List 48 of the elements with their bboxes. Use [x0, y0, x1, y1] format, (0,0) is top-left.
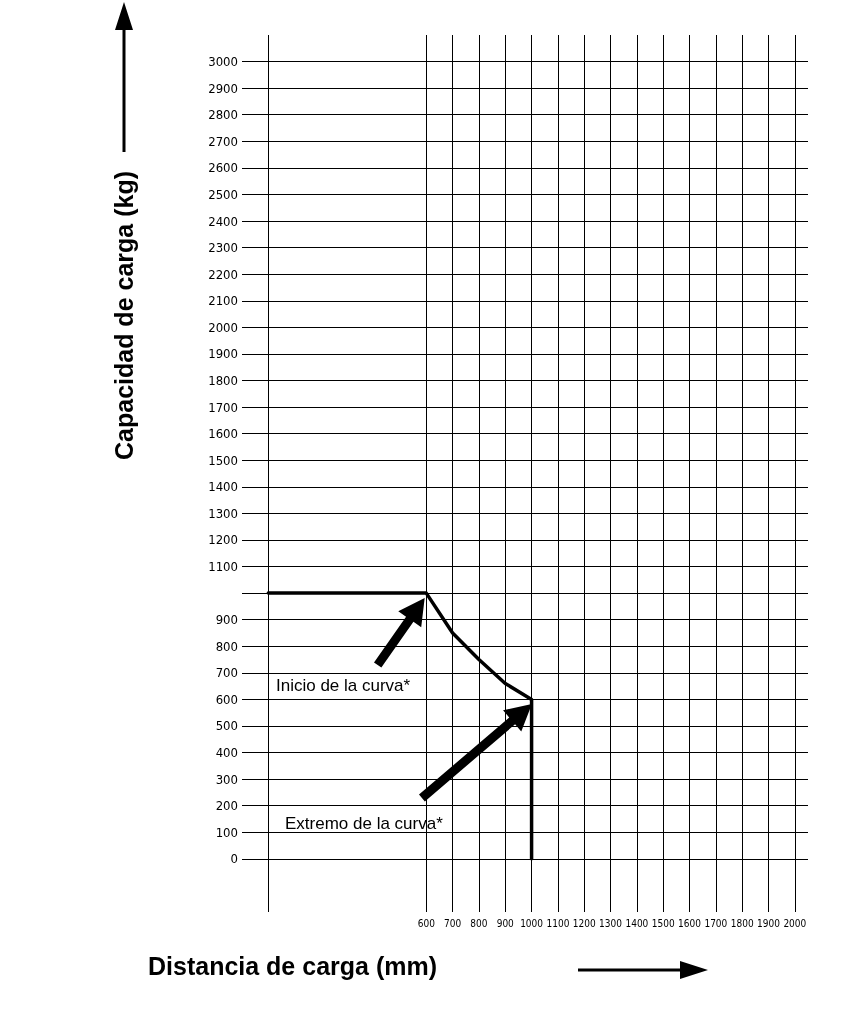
x-tick-label: 700 — [444, 917, 462, 929]
y-tick-label: 1800 — [208, 372, 238, 388]
y-tick-label: 600 — [215, 691, 238, 707]
y-tick-label: 1600 — [208, 426, 238, 442]
y-tick-label: 1500 — [208, 452, 238, 468]
y-tick-label: 2200 — [208, 266, 238, 282]
y-tick-label: 1900 — [208, 346, 238, 362]
y-tick-label: 200 — [215, 798, 238, 814]
x-tick-label: 1800 — [730, 917, 754, 929]
x-tick-label: 1200 — [572, 917, 596, 929]
y-tick-label: 2800 — [208, 107, 238, 123]
y-tick-label: 2100 — [208, 293, 238, 309]
y-tick-label: 1200 — [208, 532, 238, 548]
annotation: Inicio de la curva* — [276, 676, 411, 696]
x-tick-label: 600 — [417, 917, 436, 929]
y-tick-label: 1100 — [208, 559, 238, 575]
y-tick-label: 2600 — [208, 160, 238, 176]
y-tick-label: 2900 — [208, 80, 238, 96]
y-tick-label: 1700 — [208, 399, 238, 415]
y-tick-label: 800 — [215, 638, 238, 654]
y-axis-title: Capacidad de carga (kg) — [110, 171, 139, 460]
x-tick-label: 1900 — [757, 917, 781, 929]
y-tick-label: 900 — [215, 612, 238, 628]
y-tick-label: 2500 — [208, 186, 238, 202]
y-tick-label: 1300 — [208, 505, 238, 521]
x-tick-label: 1000 — [520, 917, 544, 929]
x-tick-label: 1600 — [678, 917, 702, 929]
y-tick-label: 400 — [215, 745, 238, 761]
x-tick-label: 2000 — [783, 917, 807, 929]
y-tick-label: 3000 — [208, 54, 238, 70]
y-tick-label: 1400 — [208, 479, 238, 495]
x-tick-label: 1100 — [546, 917, 570, 929]
y-tick-label: 2300 — [208, 240, 238, 256]
y-tick-label: 2700 — [208, 133, 238, 149]
x-tick-label: 1700 — [704, 917, 728, 929]
x-tick-label: 1400 — [625, 917, 649, 929]
y-tick-label: 2000 — [208, 319, 238, 335]
y-tick-label: 700 — [215, 665, 238, 681]
y-tick-label: 0 — [230, 851, 238, 867]
x-tick-label: 800 — [470, 917, 488, 929]
x-axis-title: Distancia de carga (mm) — [148, 952, 437, 981]
y-tick-label: 300 — [215, 771, 238, 787]
y-tick-label: 2400 — [208, 213, 238, 229]
x-tick-label: 1500 — [651, 917, 675, 929]
x-tick-label: 900 — [496, 917, 515, 929]
y-tick-label: 100 — [215, 824, 238, 840]
x-tick-label: 1300 — [599, 917, 623, 929]
y-tick-label: 500 — [215, 718, 238, 734]
